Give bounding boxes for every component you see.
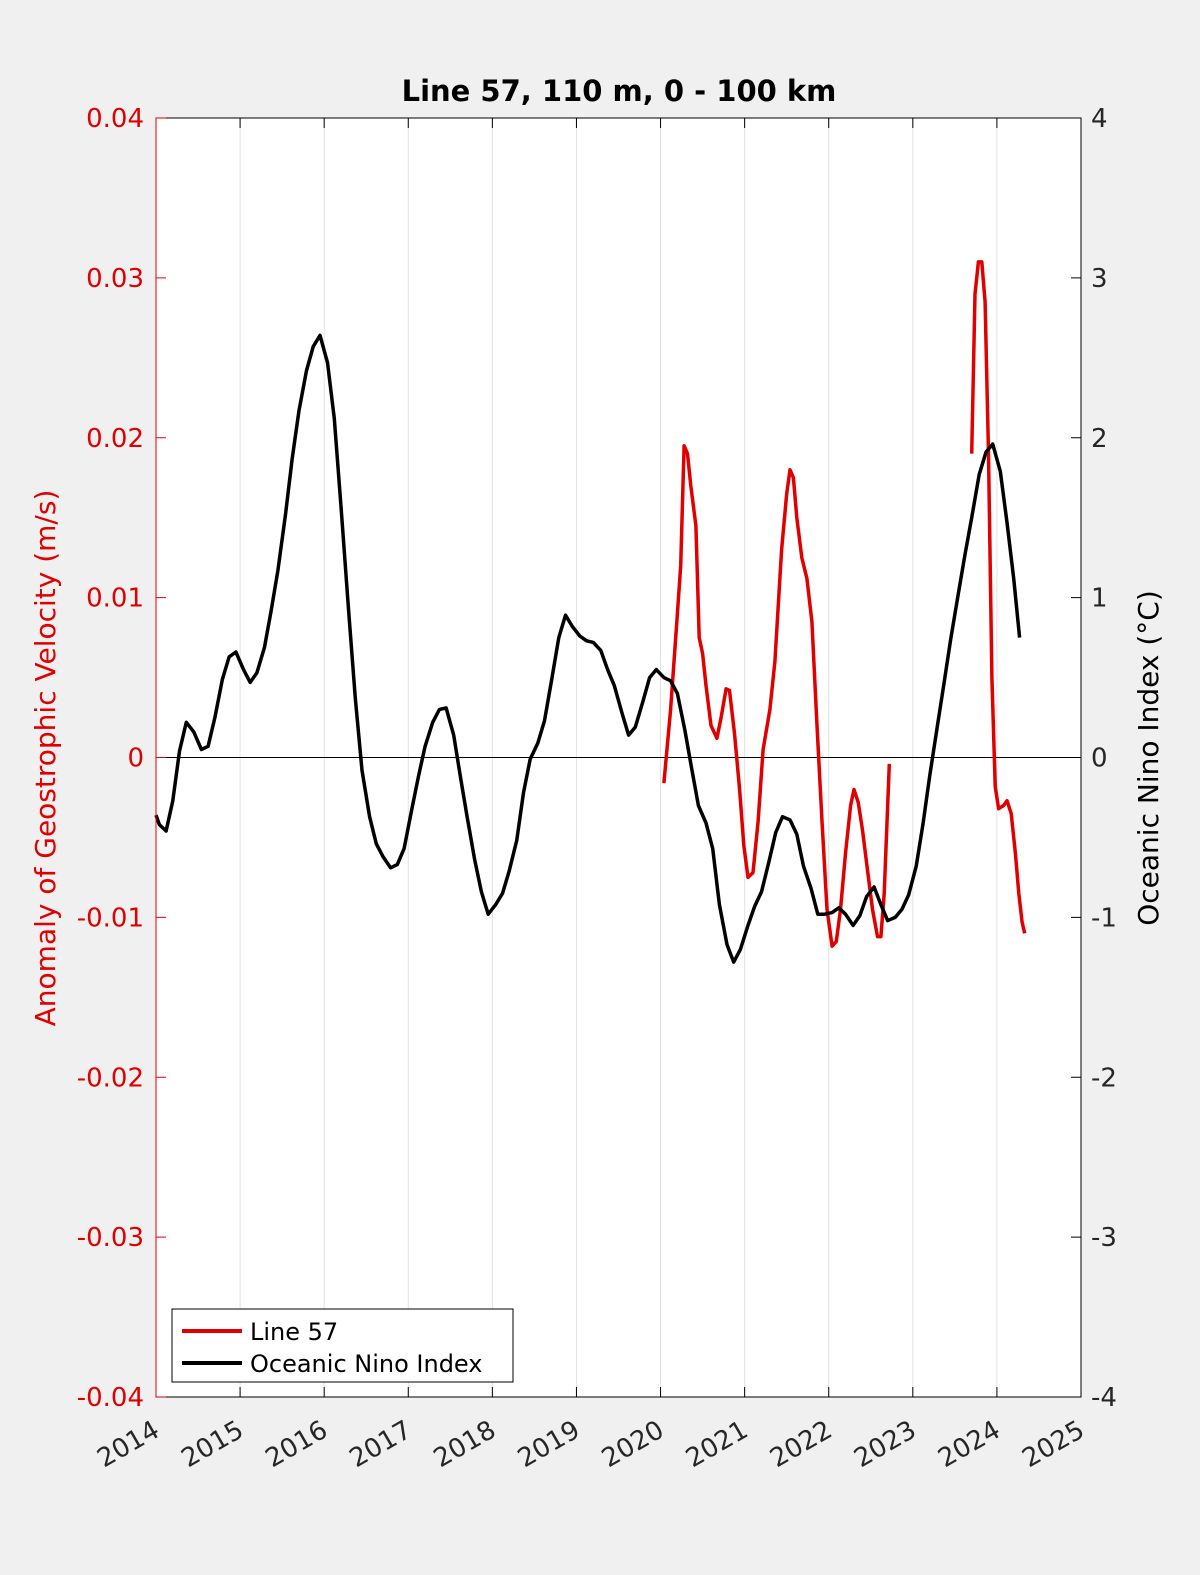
y-left-tick-label: 0.03	[86, 264, 144, 294]
series-line57-segment-2	[969, 260, 1027, 934]
y-right-tick-label: -4	[1091, 1383, 1117, 1413]
series-line57-segment-1	[662, 443, 892, 948]
y-left-tick-label: 0.01	[86, 584, 144, 614]
y-left-tick-label: 0.02	[86, 424, 144, 454]
y-right-tick-label: -3	[1091, 1223, 1117, 1253]
y-right-tick-label: -2	[1091, 1063, 1117, 1093]
series-oni-line	[154, 333, 1022, 964]
y-left-tick-label: -0.02	[77, 1063, 144, 1093]
y-right-tick-label: 1	[1091, 584, 1108, 614]
legend: Line 57 Oceanic Nino Index	[171, 1308, 514, 1383]
y-right-tick-label: 3	[1091, 264, 1108, 294]
y-left-tick-label: 0	[127, 744, 144, 774]
chart-title: Line 57, 110 m, 0 - 100 km	[402, 74, 837, 108]
y-axis-left-label: Anomaly of Geostrophic Velocity (m/s)	[29, 490, 62, 1027]
y-right-tick-label: 2	[1091, 424, 1108, 454]
legend-label-oni: Oceanic Nino Index	[250, 1350, 482, 1378]
y-right-tick-label: 0	[1091, 744, 1108, 774]
y-right-tick-label: -1	[1091, 903, 1117, 933]
y-axis-right-label: Oceanic Nino Index (°C)	[1132, 590, 1165, 926]
y-right-tick-label: 4	[1091, 104, 1108, 134]
y-left-tick-label: -0.04	[77, 1383, 144, 1413]
legend-label-line57: Line 57	[250, 1318, 338, 1346]
y-left-tick-label: -0.03	[77, 1223, 144, 1253]
y-left-tick-label: -0.01	[77, 903, 144, 933]
y-left-tick-label: 0.04	[86, 104, 144, 134]
legend-box	[171, 1308, 514, 1383]
series-layer	[154, 260, 1027, 964]
